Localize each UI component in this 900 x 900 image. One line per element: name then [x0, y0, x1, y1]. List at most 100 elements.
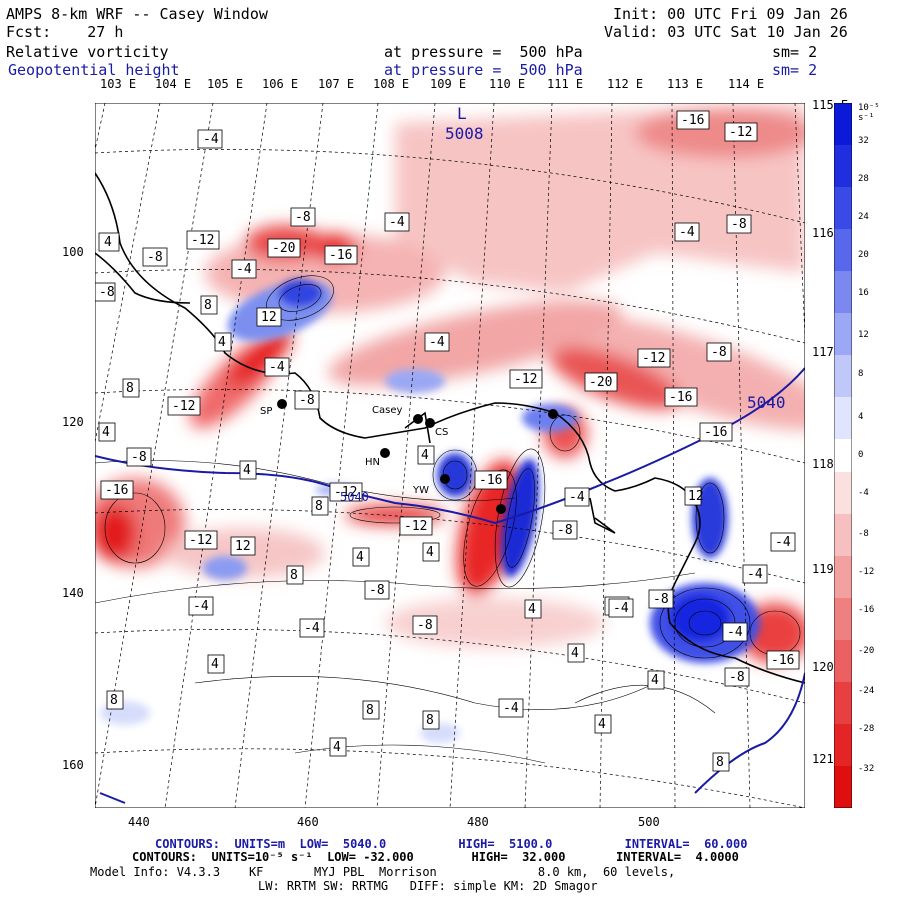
contour-label: -4	[384, 212, 410, 232]
contour-label: -16	[100, 480, 134, 500]
contour-label: -4	[299, 618, 325, 638]
height-labels: L 5008 5040 5040	[340, 104, 786, 504]
svg-text:-12: -12	[514, 372, 537, 387]
vorticity-map: -4 -16 -12 -8 -8 -4 -4 -8 -12 -20 -16 -8…	[95, 103, 805, 808]
lon-label: 110 E	[489, 77, 526, 91]
svg-text:-16: -16	[479, 473, 502, 488]
colorbar	[834, 103, 852, 808]
svg-text:4: 4	[102, 425, 110, 440]
contour-label: -12	[186, 230, 220, 250]
contour-label: -16	[664, 387, 698, 407]
contour-label: 8	[200, 295, 218, 315]
colorbar-tick: 0	[858, 450, 864, 460]
contour-label: -4	[608, 598, 634, 618]
svg-text:-16: -16	[329, 248, 352, 263]
svg-text:8: 8	[110, 693, 118, 708]
contour-label: -12	[329, 482, 363, 502]
svg-text:-4: -4	[269, 360, 285, 375]
svg-text:-8: -8	[147, 250, 163, 265]
contour-label: -16	[676, 110, 710, 130]
contour-label: -4	[197, 129, 223, 149]
lon-label: 103 E	[100, 77, 137, 91]
colorbar-swatch	[834, 439, 852, 472]
lon-label: 109 E	[430, 77, 467, 91]
lon-label: 104 E	[155, 77, 192, 91]
contour-label: -4	[674, 222, 700, 242]
svg-text:-12: -12	[189, 533, 212, 548]
contour-label: -8	[724, 667, 750, 687]
contour-label: 8	[311, 496, 329, 516]
colorbar-tick: 24	[858, 212, 869, 222]
contour-label: -12	[184, 530, 218, 550]
contour-label: -8	[706, 342, 732, 362]
contour-label: -12	[637, 348, 671, 368]
pressure-level-2: at pressure = 500 hPa	[384, 61, 583, 79]
contour-label: -8	[294, 390, 320, 410]
height-label: 5040	[747, 393, 786, 412]
contour-label: 8	[122, 378, 140, 398]
svg-text:-4: -4	[503, 701, 519, 716]
svg-text:-8: -8	[729, 670, 745, 685]
contour-label: -12	[399, 516, 433, 536]
colorbar-tick: 8	[858, 369, 864, 379]
contour-label: 4	[214, 332, 232, 352]
svg-text:-16: -16	[681, 113, 704, 128]
contour-label: -20	[584, 372, 618, 392]
x-tick: 500	[638, 815, 660, 829]
contour-label: -8	[364, 580, 390, 600]
colorbar-unit: 10⁻⁵ s⁻¹	[858, 103, 880, 123]
svg-text:4: 4	[218, 335, 226, 350]
contour-label: 8	[362, 700, 380, 720]
footer-height-contours: CONTOURS: UNITS=m LOW= 5040.0 HIGH= 5100…	[155, 837, 748, 851]
contour-label: -8	[552, 520, 578, 540]
svg-text:12: 12	[261, 310, 277, 325]
height-label: 5008	[445, 124, 484, 143]
smoothing-1: sm= 2	[772, 43, 818, 61]
contour-label: -8	[142, 247, 168, 267]
smoothing-2: sm= 2	[772, 61, 818, 79]
colorbar-swatch	[834, 271, 852, 313]
svg-text:4: 4	[598, 717, 606, 732]
colorbar-swatch	[834, 229, 852, 271]
svg-text:12: 12	[688, 489, 704, 504]
lon-label: 111 E	[547, 77, 584, 91]
svg-text:-4: -4	[236, 262, 252, 277]
x-tick: 480	[467, 815, 489, 829]
svg-text:-16: -16	[105, 483, 128, 498]
colorbar-swatch	[834, 313, 852, 355]
map-title: AMPS 8-km WRF -- Casey Window	[6, 5, 268, 23]
colorbar-swatch	[834, 724, 852, 766]
svg-text:-8: -8	[299, 393, 315, 408]
svg-text:-8: -8	[711, 345, 727, 360]
station-sp-label: SP	[260, 406, 272, 417]
contour-label: -12	[724, 122, 758, 142]
svg-text:-8: -8	[653, 592, 669, 607]
colorbar-tick: -24	[858, 686, 875, 696]
contour-label: 4	[524, 599, 542, 619]
contour-label: 4	[352, 547, 370, 567]
colorbar-swatch	[834, 145, 852, 187]
svg-text:4: 4	[211, 657, 219, 672]
station-hn-marker	[380, 448, 390, 458]
low-marker: L	[457, 104, 467, 123]
contour-label: -4	[770, 532, 796, 552]
colorbar-swatch	[834, 598, 852, 640]
colorbar-swatch	[834, 472, 852, 514]
svg-text:-12: -12	[642, 351, 665, 366]
contour-label: -8	[95, 282, 116, 302]
svg-text:-16: -16	[704, 425, 727, 440]
contour-label: -4	[742, 564, 768, 584]
colorbar-swatch	[834, 103, 852, 145]
contour-label: -8	[290, 207, 316, 227]
contour-label: -8	[412, 615, 438, 635]
svg-text:-8: -8	[131, 450, 147, 465]
colorbar-swatch	[834, 766, 852, 808]
svg-text:-8: -8	[295, 210, 311, 225]
svg-text:4: 4	[421, 448, 429, 463]
svg-text:-4: -4	[304, 621, 320, 636]
colorbar-swatch	[834, 397, 852, 439]
svg-text:-4: -4	[775, 535, 791, 550]
svg-text:-12: -12	[334, 485, 357, 500]
colorbar-swatch	[834, 355, 852, 397]
svg-text:8: 8	[716, 755, 724, 770]
